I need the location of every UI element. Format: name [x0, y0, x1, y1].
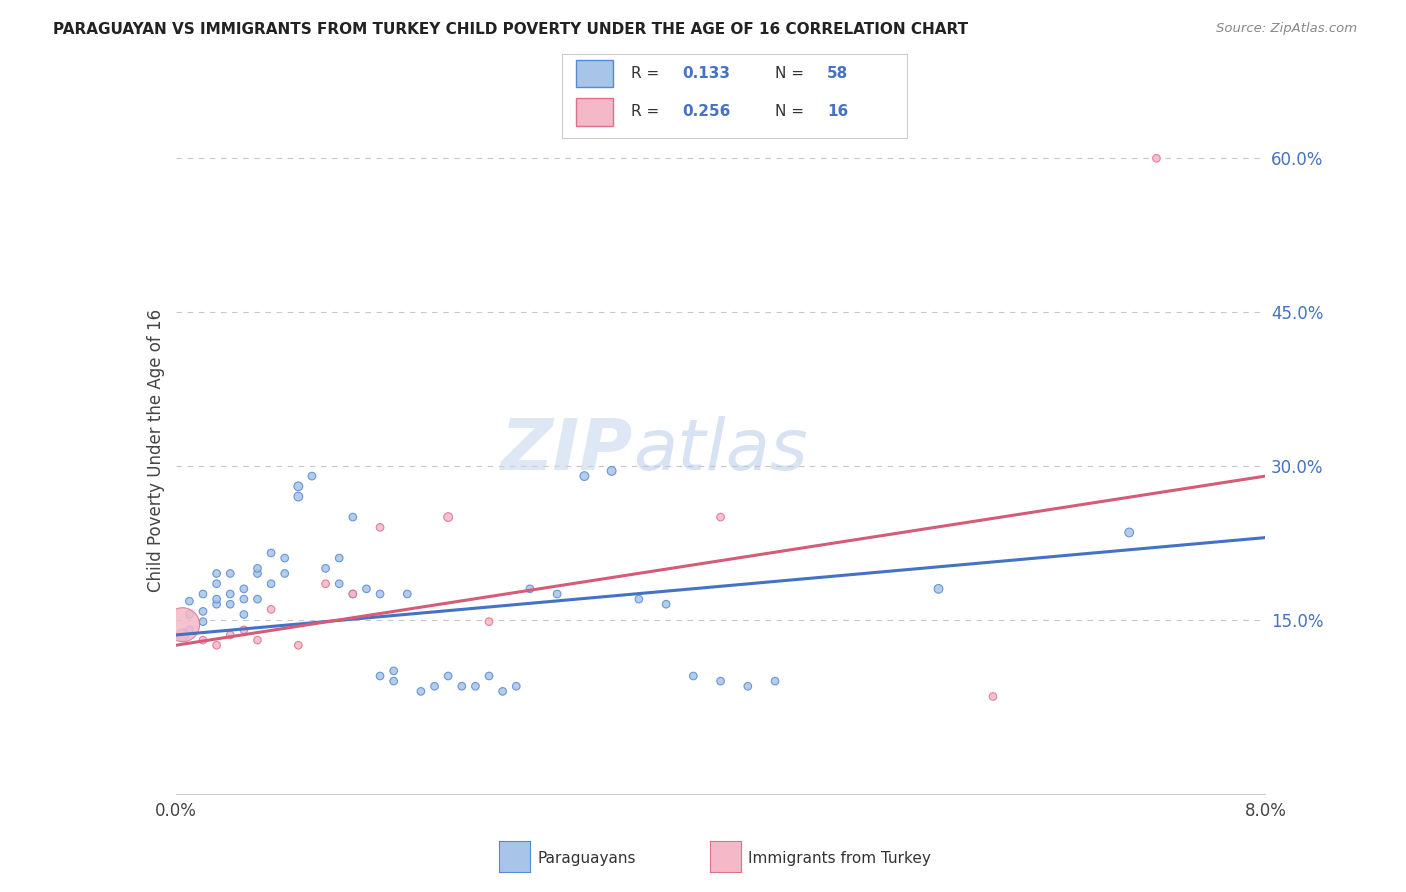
- Y-axis label: Child Poverty Under the Age of 16: Child Poverty Under the Age of 16: [146, 309, 165, 592]
- Point: [368, 520, 391, 534]
- Point: [382, 664, 405, 678]
- Point: [205, 592, 228, 607]
- Point: [492, 684, 515, 698]
- Point: [328, 551, 350, 566]
- Point: [928, 582, 950, 596]
- Point: [1118, 525, 1140, 540]
- Point: [315, 576, 337, 591]
- Point: [179, 623, 201, 637]
- Point: [172, 617, 194, 632]
- Point: [191, 633, 214, 648]
- Point: [368, 669, 391, 683]
- Point: [232, 592, 254, 607]
- Point: [450, 679, 472, 693]
- Point: [260, 576, 283, 591]
- Point: [179, 594, 201, 608]
- Point: [519, 582, 541, 596]
- Point: [246, 592, 269, 607]
- Point: [655, 597, 678, 611]
- Text: 0.256: 0.256: [682, 104, 731, 120]
- Point: [246, 566, 269, 581]
- Point: [191, 587, 214, 601]
- Point: [437, 510, 460, 524]
- Point: [232, 607, 254, 622]
- Text: PARAGUAYAN VS IMMIGRANTS FROM TURKEY CHILD POVERTY UNDER THE AGE OF 16 CORRELATI: PARAGUAYAN VS IMMIGRANTS FROM TURKEY CHI…: [53, 22, 969, 37]
- Point: [464, 679, 486, 693]
- Point: [219, 628, 242, 642]
- Point: [219, 597, 242, 611]
- Point: [191, 604, 214, 618]
- Bar: [576, 61, 613, 87]
- Point: [232, 623, 254, 637]
- Text: Immigrants from Turkey: Immigrants from Turkey: [748, 851, 931, 865]
- Point: [205, 597, 228, 611]
- Point: [205, 566, 228, 581]
- Point: [274, 566, 297, 581]
- Point: [328, 576, 350, 591]
- Point: [260, 546, 283, 560]
- Point: [246, 633, 269, 648]
- Point: [342, 510, 364, 524]
- Point: [172, 628, 194, 642]
- Text: 16: 16: [827, 104, 848, 120]
- Point: [205, 576, 228, 591]
- Point: [1144, 151, 1167, 165]
- Point: [315, 561, 337, 575]
- Point: [600, 464, 623, 478]
- Point: [710, 674, 733, 689]
- Point: [478, 669, 501, 683]
- Point: [260, 602, 283, 616]
- Point: [205, 638, 228, 652]
- Point: [342, 587, 364, 601]
- Point: [763, 674, 786, 689]
- Point: [396, 587, 419, 601]
- Point: [301, 469, 323, 483]
- Text: ZIP: ZIP: [501, 416, 633, 485]
- Point: [478, 615, 501, 629]
- Point: [368, 587, 391, 601]
- Point: [356, 582, 378, 596]
- Point: [409, 684, 432, 698]
- Point: [232, 582, 254, 596]
- Text: Paraguayans: Paraguayans: [537, 851, 636, 865]
- Text: R =: R =: [631, 104, 664, 120]
- Text: R =: R =: [631, 66, 664, 81]
- Point: [287, 490, 309, 504]
- Point: [179, 607, 201, 622]
- Point: [246, 561, 269, 575]
- Text: atlas: atlas: [633, 416, 808, 485]
- Point: [274, 551, 297, 566]
- Point: [287, 479, 309, 493]
- Text: 0.133: 0.133: [682, 66, 730, 81]
- Bar: [576, 98, 613, 126]
- Point: [627, 592, 650, 607]
- Point: [737, 679, 759, 693]
- Point: [437, 669, 460, 683]
- Point: [287, 638, 309, 652]
- Text: N =: N =: [775, 104, 810, 120]
- Text: N =: N =: [775, 66, 810, 81]
- Point: [546, 587, 568, 601]
- Point: [191, 615, 214, 629]
- Point: [574, 469, 596, 483]
- Text: 58: 58: [827, 66, 848, 81]
- Text: Source: ZipAtlas.com: Source: ZipAtlas.com: [1216, 22, 1357, 36]
- Point: [219, 566, 242, 581]
- Point: [710, 510, 733, 524]
- Point: [682, 669, 704, 683]
- Point: [342, 587, 364, 601]
- Point: [382, 674, 405, 689]
- Point: [219, 587, 242, 601]
- Point: [505, 679, 527, 693]
- Point: [423, 679, 446, 693]
- Point: [981, 690, 1004, 704]
